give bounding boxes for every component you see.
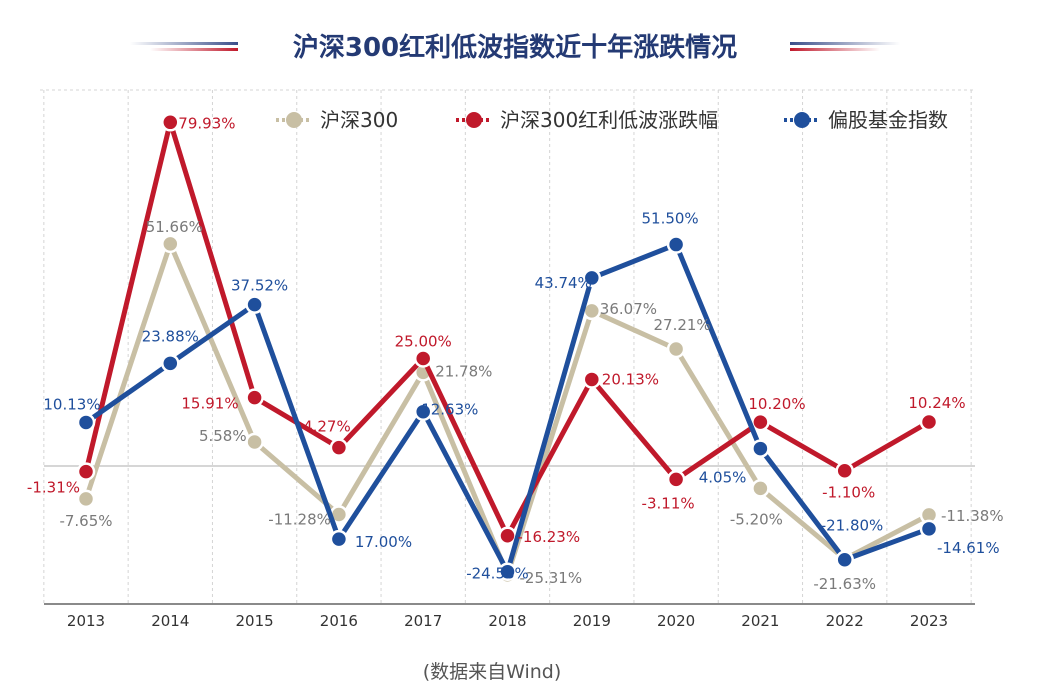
series-2 [76, 235, 939, 581]
data-label: 51.50% [641, 210, 698, 228]
legend-label: 偏股基金指数 [828, 108, 948, 132]
data-label: 4.05% [699, 469, 747, 487]
data-label: -7.65% [59, 512, 112, 530]
data-label: -11.28% [268, 511, 331, 529]
data-point [329, 529, 349, 549]
title-decoration [130, 42, 900, 51]
legend-swatch-dot [286, 112, 302, 128]
data-point [76, 489, 96, 509]
data-point [413, 349, 433, 368]
series-lines [76, 113, 939, 585]
data-point [582, 370, 602, 389]
x-tick-label: 2017 [404, 612, 442, 630]
data-label: 17.00% [355, 533, 412, 551]
grid [40, 89, 975, 605]
data-label: -1.31% [27, 479, 80, 497]
data-label: 36.07% [600, 300, 657, 318]
data-label: 4.27% [303, 418, 351, 436]
data-label: 5.58% [199, 427, 247, 445]
data-label: 37.52% [231, 277, 288, 295]
data-label: 43.74% [535, 274, 592, 292]
data-label: -16.23% [518, 528, 581, 546]
legend-label: 沪深300红利低波涨跌幅 [500, 108, 718, 132]
data-label: -5.20% [730, 510, 783, 528]
data-point [498, 526, 517, 546]
x-tick-label: 2016 [320, 612, 358, 630]
data-point [919, 519, 939, 539]
data-point [76, 413, 96, 432]
x-tick-label: 2015 [236, 612, 274, 630]
x-tick-label: 2018 [488, 612, 526, 630]
x-tick-label: 2014 [151, 612, 189, 630]
series-1 [76, 113, 939, 546]
x-axis: 2013 2014 2015 2016 2017 2018 2019 2020 2021 2022… [67, 612, 948, 630]
data-point [751, 479, 770, 498]
data-label: 51.66% [146, 218, 203, 236]
series-line [83, 119, 931, 539]
data-point [666, 235, 686, 254]
data-label: -14.61% [937, 539, 1000, 557]
data-label: 23.88% [142, 327, 199, 345]
data-label: -1.10% [822, 484, 875, 502]
x-tick-label: 2022 [826, 612, 864, 630]
legend-item: 沪深300 [276, 108, 398, 132]
chart-title: 沪深300红利低波指数近十年涨跌情况 [293, 32, 737, 63]
data-point [751, 439, 770, 458]
legend-item: 偏股基金指数 [784, 108, 948, 132]
data-label: -11.38% [941, 507, 1004, 525]
data-point [161, 234, 180, 254]
legend: 沪深300 沪深300红利低波涨跌幅 偏股基金指数 [276, 108, 948, 132]
data-point [751, 412, 770, 432]
data-label: 12.63% [421, 401, 478, 419]
x-tick-label: 2020 [657, 612, 695, 630]
data-labels: -7.65% 51.66% 5.58% -11.28% 21.78% -25.31% 36.… [27, 114, 1004, 593]
data-point [161, 113, 180, 132]
source-note: (数据来自Wind) [423, 661, 562, 683]
data-point [666, 339, 686, 359]
data-label: 21.78% [435, 362, 492, 380]
data-point [245, 388, 264, 407]
data-point [919, 412, 939, 432]
data-point [76, 462, 96, 481]
data-label: -3.11% [642, 494, 695, 512]
data-label: 20.13% [602, 370, 659, 388]
x-tick-label: 2019 [573, 612, 611, 630]
legend-swatch-dot [466, 112, 482, 128]
data-point [835, 550, 854, 569]
legend-item: 沪深300红利低波涨跌幅 [456, 108, 718, 132]
data-label: 10.24% [908, 394, 965, 412]
data-point [413, 402, 433, 421]
legend-label: 沪深300 [320, 108, 398, 132]
data-point [582, 268, 602, 288]
x-tick-label: 2023 [910, 612, 948, 630]
data-label: 10.13% [43, 395, 100, 413]
data-label: 79.93% [178, 114, 235, 132]
data-label: -24.58% [466, 565, 529, 583]
x-tick-label: 2021 [741, 612, 779, 630]
data-point [245, 432, 264, 452]
data-point [329, 438, 349, 457]
data-label: 25.00% [395, 333, 452, 351]
data-point [245, 295, 264, 314]
data-point [835, 461, 854, 480]
data-label: -21.80% [821, 517, 884, 535]
data-point [161, 354, 180, 373]
data-point [666, 470, 686, 489]
data-point [498, 562, 517, 581]
data-label: 27.21% [653, 316, 710, 334]
data-label: -25.31% [520, 569, 583, 587]
data-label: 10.20% [748, 395, 805, 413]
x-tick-label: 2013 [67, 612, 105, 630]
data-label: -21.63% [813, 575, 876, 593]
data-label: 15.91% [181, 395, 238, 413]
legend-swatch-dot [794, 112, 810, 128]
